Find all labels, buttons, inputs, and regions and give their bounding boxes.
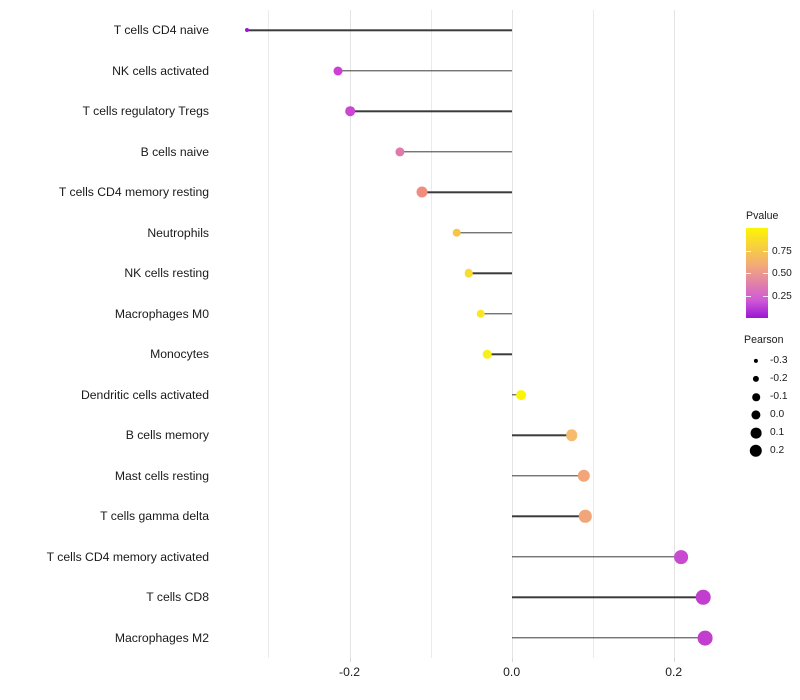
lollipop-stem [456,232,512,234]
size-legend-label: -0.1 [770,391,788,402]
lollipop-point[interactable] [483,349,492,359]
lollipop-stem [350,110,512,112]
y-axis-label: B cells naive [140,144,209,159]
y-axis-label: Monocytes [150,347,209,362]
lollipop-stem [511,434,572,436]
lollipop-point[interactable] [333,66,343,76]
lollipop-point[interactable] [565,429,578,442]
gridline-minor [592,10,594,658]
lollipop-point[interactable] [464,268,473,278]
size-legend-label: -0.2 [770,373,788,384]
lollipop-point[interactable] [244,28,249,33]
lollipop-stem [511,515,586,517]
size-legend-entry[interactable]: 0.1 [742,424,800,442]
lollipop-stem [468,272,512,274]
colorbar-tick-label: 0.25 [772,290,792,302]
lollipop-point[interactable] [476,309,486,319]
lollipop-stem [338,70,512,72]
y-axis-label: T cells regulatory Tregs [82,104,209,119]
lollipop-point[interactable] [416,186,428,198]
colorbar-tick-label: 0.75 [772,245,792,257]
lollipop-point[interactable] [695,589,711,605]
lollipop-point[interactable] [452,228,461,238]
plot-panel [232,10,724,658]
x-axis-tick [673,658,675,662]
lollipop-point[interactable] [577,469,590,482]
lollipop-stem [511,596,703,598]
x-axis-tick [349,658,351,662]
size-legend-label: 0.0 [770,409,785,420]
size-legend-label: 0.1 [770,427,785,438]
y-axis-label: NK cells resting [124,266,209,281]
y-axis-label: Macrophages M0 [114,306,209,321]
lollipop-stem [511,556,682,558]
size-legend-dot [752,375,760,383]
size-legend-dot [753,358,759,364]
pvalue-gradient-bar [746,228,768,318]
y-axis-label: T cells CD4 memory activated [46,549,209,564]
size-legend-dot [749,444,763,458]
colorbar-tick [763,273,768,274]
y-axis-category-labels: T cells CD4 naive NK cells activated T cel… [0,0,222,700]
gridline-major [511,10,513,658]
size-legend-dot [752,393,760,401]
colorbar-tick [746,273,751,274]
legend-pvalue-title: Pvalue [746,210,779,222]
y-axis-label: B cells memory [125,428,209,443]
size-legend-entry[interactable]: 0.0 [742,406,800,424]
x-axis-tick [511,658,513,662]
gridline-major [673,10,675,658]
y-axis-label: T cells CD4 memory resting [58,185,209,200]
gridline-major [349,10,351,658]
lollipop-stem [421,191,512,193]
colorbar-tick-label: 0.50 [772,268,792,279]
y-axis-label: T cells CD4 naive [113,23,209,38]
lollipop-stem [487,353,512,355]
x-axis-tick-label: 0.2 [665,665,683,679]
size-legend-entry[interactable]: 0.2 [742,442,800,460]
legend-pvalue-colorbar: Pvalue 0.75 0.50 0.25 [742,210,800,325]
legend-pearson-size: Pearson -0.3 -0.2 -0.1 0.0 0.1 0.2 [742,334,800,464]
size-legend-dot [751,410,761,420]
size-legend-entry[interactable]: -0.1 [742,388,800,406]
size-legend-entry[interactable]: -0.3 [742,352,800,370]
legend-pearson-title: Pearson [744,334,784,346]
y-axis-label: T cells gamma delta [100,509,209,524]
size-legend-label: -0.3 [770,355,788,366]
lollipop-point[interactable] [674,549,688,564]
colorbar-tick [763,250,768,252]
lollipop-stem [511,637,706,639]
lollipop-point[interactable] [697,630,713,646]
y-axis-label: Mast cells resting [114,468,209,483]
y-axis-label: Dendritic cells activated [80,387,209,402]
lollipop-stem [399,151,512,153]
y-axis-label: T cells CD8 [146,590,209,605]
lollipop-point[interactable] [395,147,405,157]
colorbar-tick [746,250,751,252]
gridline-minor [430,10,432,658]
lollipop-stem [480,313,512,315]
x-axis-tick-label: -0.2 [339,665,361,679]
lollipop-stem [511,475,584,477]
size-legend-entry[interactable]: -0.2 [742,370,800,388]
y-axis-label: Neutrophils [147,225,209,240]
y-axis-label: NK cells activated [112,63,209,78]
x-axis: -0.2 0.0 0.2 [232,658,724,698]
colorbar-tick [746,295,751,297]
lollipop-point[interactable] [516,389,527,400]
colorbar-tick [763,295,768,297]
x-axis-tick-label: 0.0 [503,665,521,679]
lollipop-point[interactable] [345,106,356,117]
size-legend-label: 0.2 [770,445,785,456]
lollipop-stem [246,29,512,31]
size-legend-dot [750,427,762,439]
y-axis-label: Macrophages M2 [114,630,209,645]
lollipop-point[interactable] [579,510,592,523]
gridline-minor [268,10,270,658]
